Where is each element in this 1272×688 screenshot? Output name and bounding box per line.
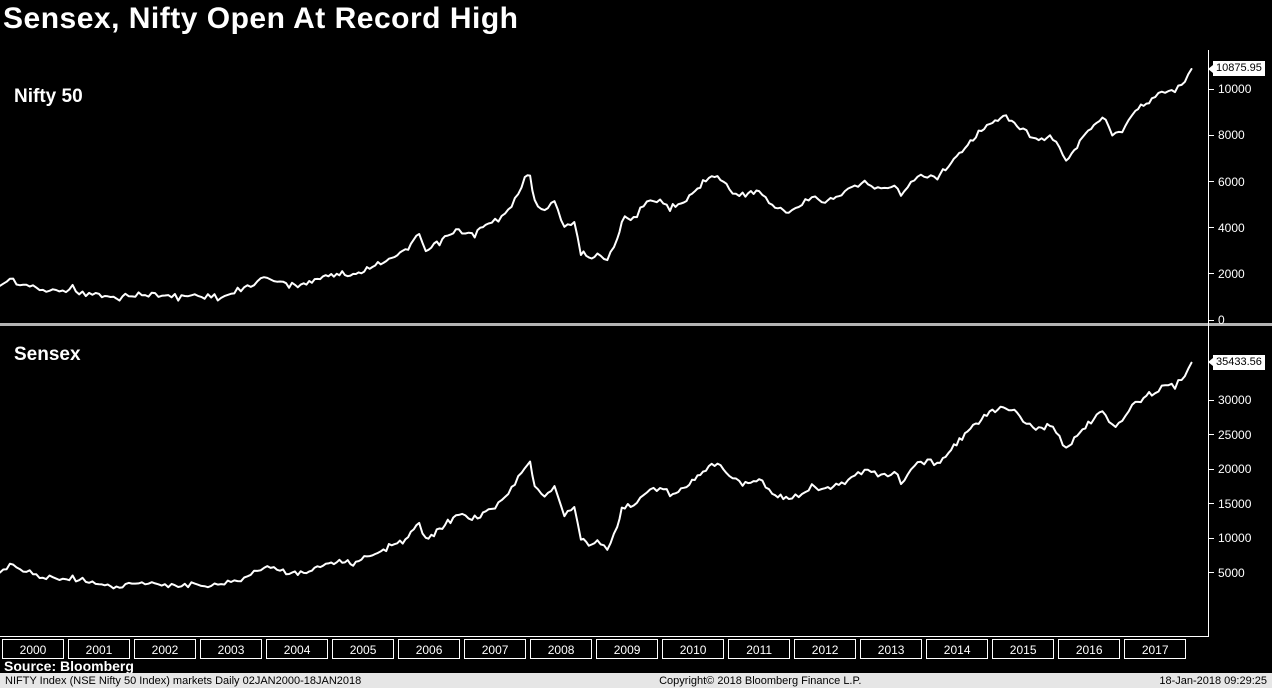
panel-label-nifty50: Nifty 50	[14, 86, 83, 107]
y-axis-tick: 4000	[1208, 221, 1245, 235]
tick-mark	[1208, 134, 1214, 136]
tick-mark	[1208, 319, 1214, 321]
tick-mark	[1208, 434, 1214, 436]
y-axis-tick: 10000	[1208, 531, 1251, 545]
y-axis-tick-label: 20000	[1218, 462, 1252, 477]
panel-label-sensex: Sensex	[14, 344, 81, 365]
y-axis-tick-label: 8000	[1218, 128, 1245, 143]
tick-mark	[1208, 88, 1214, 90]
status-bar: NIFTY Index (NSE Nifty 50 Index) markets…	[0, 673, 1272, 688]
tick-mark	[1208, 181, 1214, 183]
price-line-sensex	[0, 361, 1193, 590]
y-axis-tick-label: 15000	[1218, 496, 1252, 511]
tick-mark	[1208, 537, 1214, 539]
x-axis-year-label: 2003	[200, 639, 263, 659]
chart-title: Sensex, Nifty Open At Record High	[3, 2, 519, 35]
y-axis-tick: 15000	[1208, 497, 1251, 511]
tick-mark	[1208, 572, 1214, 574]
x-axis-year-label: 2007	[464, 639, 527, 659]
x-axis-year-label: 2011	[728, 639, 791, 659]
tick-mark	[1208, 273, 1214, 275]
ticker-info: NIFTY Index (NSE Nifty 50 Index) markets…	[5, 674, 362, 687]
copyright-notice: Copyright© 2018 Bloomberg Finance L.P.	[659, 674, 862, 687]
y-axis-tick-label: 0	[1218, 313, 1225, 327]
y-axis-tick-label: 10000	[1218, 531, 1252, 546]
timestamp: 18-Jan-2018 09:29:25	[1159, 674, 1267, 687]
x-axis-year-label: 2012	[794, 639, 857, 659]
x-axis-year-label: 2016	[1058, 639, 1121, 659]
last-price-label: 10875.95	[1208, 61, 1265, 77]
x-axis-year-label: 2002	[134, 639, 197, 659]
y-axis-tick: 25000	[1208, 428, 1251, 442]
x-axis-year-label: 2000	[2, 639, 64, 659]
x-axis-year-label: 2015	[992, 639, 1055, 659]
price-line-nifty50	[0, 68, 1193, 302]
tick-mark	[1208, 468, 1214, 470]
x-axis-year-label: 2008	[530, 639, 593, 659]
y-axis-tick: 0	[1208, 313, 1225, 327]
x-axis-year-label: 2009	[596, 639, 659, 659]
x-axis-year-label: 2006	[398, 639, 461, 659]
tick-mark	[1208, 399, 1214, 401]
y-axis-tick: 10000	[1208, 82, 1251, 96]
y-axis-tick: 20000	[1208, 462, 1251, 476]
panel-divider	[0, 323, 1272, 326]
y-axis-tick: 6000	[1208, 175, 1245, 189]
y-axis-tick-label: 25000	[1218, 427, 1252, 442]
x-axis-year-label: 2001	[68, 639, 131, 659]
y-axis-tick: 30000	[1208, 393, 1251, 407]
y-axis-tick: 8000	[1208, 128, 1245, 142]
x-axis-year-label: 2005	[332, 639, 395, 659]
y-axis-tick-label: 6000	[1218, 174, 1245, 189]
y-axis-tick: 5000	[1208, 566, 1245, 580]
source-attribution: Source: Bloomberg	[4, 658, 134, 674]
tick-mark	[1208, 227, 1214, 229]
y-axis-tick-label: 10000	[1218, 82, 1252, 97]
tick-mark	[1208, 503, 1214, 505]
y-axis-tick-label: 5000	[1218, 565, 1245, 580]
last-price-label: 35433.56	[1208, 354, 1265, 370]
y-axis-tick-label: 2000	[1218, 266, 1245, 281]
x-axis-year-label: 2010	[662, 639, 725, 659]
x-axis-year-label: 2013	[860, 639, 923, 659]
x-axis-year-label: 2004	[266, 639, 329, 659]
y-axis-tick-label: 30000	[1218, 393, 1252, 408]
y-axis-tick-label: 4000	[1218, 220, 1245, 235]
y-axis-tick: 2000	[1208, 267, 1245, 281]
x-axis-year-label: 2014	[926, 639, 989, 659]
x-axis-year-label: 2017	[1124, 639, 1187, 659]
